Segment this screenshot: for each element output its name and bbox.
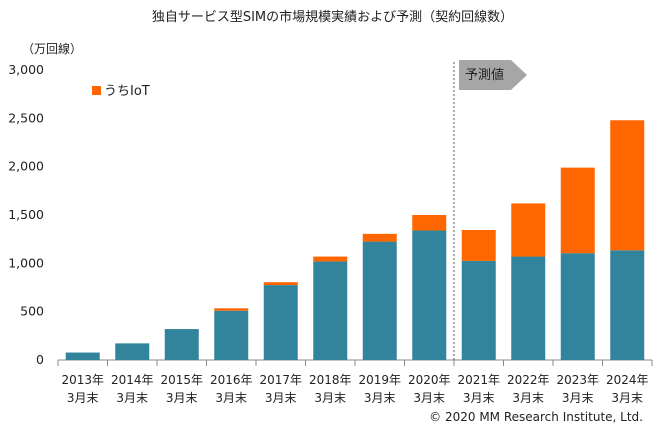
- unit-label: （万回線）: [22, 42, 83, 56]
- x-tick-label-year: 2021年: [457, 373, 500, 387]
- y-tick-label: 1,500: [8, 207, 44, 222]
- legend-label-iot: うちIoT: [104, 84, 150, 99]
- x-tick-label-year: 2020年: [408, 373, 451, 387]
- x-tick-label-year: 2024年: [606, 373, 649, 387]
- x-tick-label-month: 3月末: [314, 391, 346, 405]
- x-tick-label-year: 2015年: [160, 373, 203, 387]
- bar-segment-iot: [263, 282, 298, 286]
- y-tick-label: 500: [20, 304, 44, 319]
- x-tick-label-month: 3月末: [463, 391, 495, 405]
- x-tick-label-year: 2013年: [61, 373, 104, 387]
- bar-segment-base: [511, 256, 546, 360]
- y-tick-label: 3,000: [8, 62, 44, 77]
- legend-swatch-iot: [92, 86, 101, 95]
- bar-segment-iot: [214, 308, 249, 311]
- x-tick-label-year: 2018年: [309, 373, 352, 387]
- x-tick-label-year: 2016年: [210, 373, 253, 387]
- bar-segment-base: [65, 352, 100, 360]
- bar-segment-iot: [610, 120, 645, 251]
- x-tick-label-month: 3月末: [611, 391, 643, 405]
- bar-segment-base: [263, 285, 298, 360]
- bar-segment-iot: [412, 215, 447, 231]
- x-tick-label-month: 3月末: [562, 391, 594, 405]
- bar-segment-iot: [362, 233, 397, 242]
- x-tick-label-month: 3月末: [265, 391, 297, 405]
- x-tick-label-month: 3月末: [364, 391, 396, 405]
- x-tick-label-year: 2022年: [507, 373, 550, 387]
- bar-segment-base: [461, 260, 496, 360]
- x-tick-label-month: 3月末: [512, 391, 544, 405]
- x-axis: [57, 359, 653, 366]
- y-tick-label: 2,500: [8, 110, 44, 125]
- x-tick-label-month: 3月末: [413, 391, 445, 405]
- y-tick-label: 0: [36, 352, 44, 367]
- x-tick-label-month: 3月末: [116, 391, 148, 405]
- y-tick-label: 2,000: [8, 159, 44, 174]
- bar-segment-base: [362, 241, 397, 360]
- bar-segment-iot: [313, 256, 348, 262]
- y-axis-ticks: 3,000 2,500 2,000 1,500 1,000 500 0: [8, 62, 44, 367]
- bar-segment-base: [412, 230, 447, 360]
- copyright: © 2020 MM Research Institute, Ltd.: [429, 410, 643, 424]
- bar-segment-base: [115, 343, 150, 360]
- bar-segment-iot: [560, 167, 595, 254]
- bar-segment-base: [313, 261, 348, 360]
- x-tick-label-year: 2017年: [259, 373, 302, 387]
- forecast-label: 予測値: [465, 67, 504, 83]
- chart-title: 独自サービス型SIMの市場規模実績および予測（契約回線数）: [151, 10, 514, 25]
- x-axis-labels: 2013年 3月末 2014年 3月末 2015年 3月末 2016年 3月末 2017年 3月末…: [61, 373, 648, 405]
- bar-segment-base: [214, 310, 249, 360]
- x-tick-label-year: 2019年: [358, 373, 401, 387]
- bar-segment-base: [610, 250, 645, 360]
- bars: [65, 120, 645, 360]
- x-tick-label-year: 2023年: [556, 373, 599, 387]
- bar-segment-iot: [461, 229, 496, 261]
- y-tick-label: 1,000: [8, 255, 44, 270]
- x-tick-label-month: 3月末: [166, 391, 198, 405]
- forecast-arrow: [459, 60, 527, 90]
- x-tick-label-month: 3月末: [67, 391, 99, 405]
- bar-segment-base: [560, 253, 595, 360]
- bar-segment-base: [164, 329, 199, 360]
- bar-segment-iot: [511, 203, 546, 257]
- x-tick-label-month: 3月末: [215, 391, 247, 405]
- x-tick-label-year: 2014年: [111, 373, 154, 387]
